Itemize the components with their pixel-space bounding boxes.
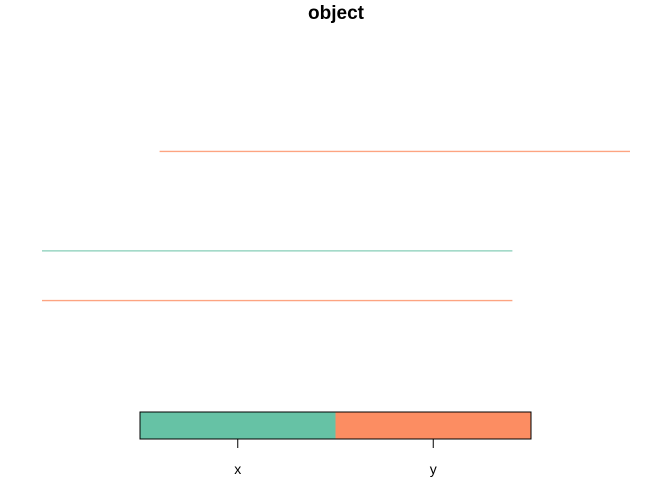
legend-tick-label-x: x — [234, 461, 241, 477]
chart-title: object — [308, 3, 365, 24]
plot-lines — [42, 150, 630, 302]
legend-tick-label-y: y — [430, 461, 437, 477]
legend-swatch-y — [335, 412, 531, 439]
legend-swatch-x — [140, 412, 336, 439]
legend-border — [139, 411, 532, 440]
